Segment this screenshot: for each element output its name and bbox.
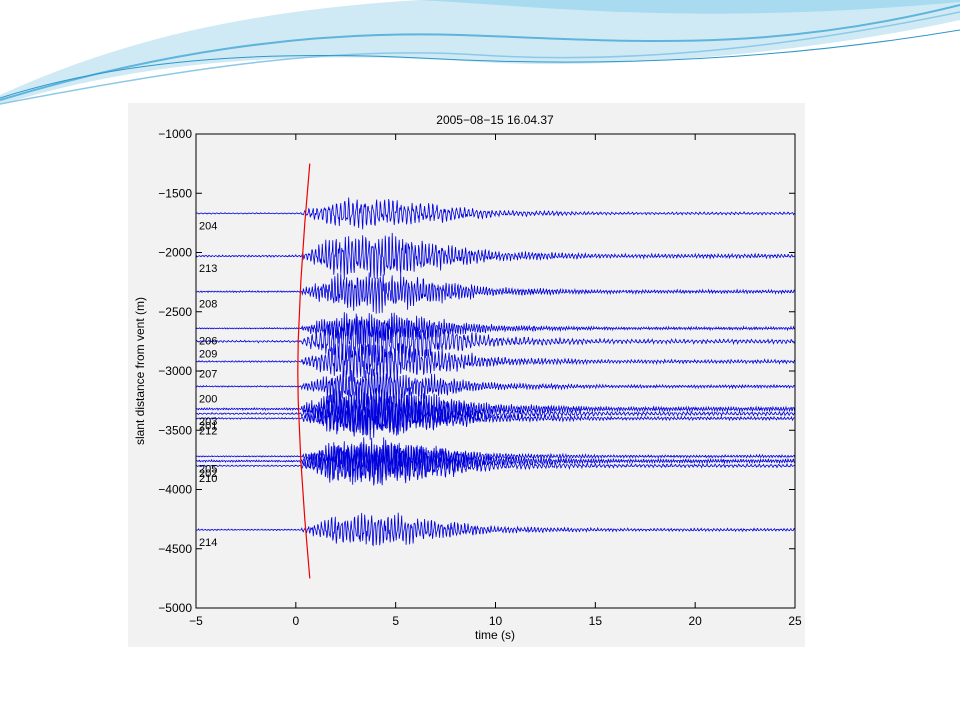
x-tick-label: 10 (489, 614, 503, 628)
wave-band-line3 (0, 29, 960, 99)
plot-frame (195, 133, 796, 609)
wave-band-mid (0, 4, 960, 101)
wave-top-fill (420, 0, 960, 14)
station-label-204: 204 (199, 220, 217, 232)
y-tick-label: −4000 (158, 483, 192, 497)
axes-layer: −5 0 5 10 15 20 25 −1000 −1500 −2000 −2500 −3000 −35… (158, 127, 802, 628)
trace-208 (195, 272, 796, 314)
trace-212 (195, 398, 796, 440)
trace-204 (195, 197, 796, 230)
trace-213 (195, 232, 796, 280)
trace-205 (195, 439, 796, 472)
trace-206 (196, 312, 796, 345)
station-label-214: 214 (199, 537, 217, 549)
station-label-205: 205 (199, 463, 217, 475)
station-label-210: 210 (199, 473, 217, 485)
traces-layer (195, 197, 796, 547)
station-label-213: 213 (199, 263, 217, 275)
onset-curve (297, 163, 311, 579)
y-tick-label: −3500 (158, 423, 192, 437)
trace-209 (195, 313, 796, 364)
station-label-201: 201 (199, 421, 217, 433)
chart-title: 2005−08−15 16.04.37 (436, 113, 554, 127)
station-label-202: 202 (199, 468, 217, 480)
station-label-212: 212 (199, 425, 217, 437)
y-tick-label: −2500 (158, 305, 192, 319)
trace-207 (195, 342, 796, 382)
x-axis-title: time (s) (475, 628, 515, 642)
trace-200 (195, 368, 796, 406)
y-tick-label: −2000 (158, 246, 192, 260)
station-label-203: 203 (199, 416, 217, 428)
x-tick-label: 15 (589, 614, 603, 628)
trace-210 (196, 443, 796, 486)
wave-band-line2 (0, 11, 960, 105)
x-tick-label: −5 (189, 614, 203, 628)
x-tick-label: 0 (292, 614, 299, 628)
y-tick-label: −3000 (158, 364, 192, 378)
station-label-207: 207 (199, 369, 217, 381)
wave-decoration (0, 0, 960, 105)
y-tick-label: −5000 (158, 601, 192, 615)
seismogram-chart: −5 0 5 10 15 20 25 −1000 −1500 −2000 −2500 −3000 −35… (133, 113, 802, 642)
chart-panel: −5 0 5 10 15 20 25 −1000 −1500 −2000 −2500 −3000 −35… (128, 103, 805, 647)
trace-202 (195, 437, 796, 485)
wave-band-light (0, 0, 960, 105)
x-tick-label: 20 (688, 614, 702, 628)
y-tick-label: −1000 (158, 127, 192, 141)
y-axis-title: slant distance from vent (m) (133, 297, 147, 445)
station-label-208: 208 (199, 299, 217, 311)
trace-214 (195, 512, 796, 547)
station-label-209: 209 (199, 348, 217, 360)
y-tick-label: −4500 (158, 542, 192, 556)
trace-201 (196, 388, 796, 437)
station-label-200: 200 (199, 393, 217, 405)
x-tick-label: 25 (788, 614, 802, 628)
y-tick-label: −1500 (158, 186, 192, 200)
station-label-206: 206 (199, 335, 217, 347)
x-tick-label: 5 (392, 614, 399, 628)
